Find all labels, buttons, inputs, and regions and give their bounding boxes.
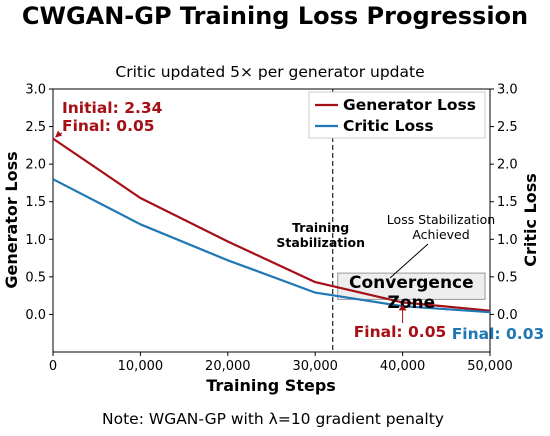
y-axis-label-right: Critic Loss bbox=[521, 173, 540, 267]
x-tick-label: 10,000 bbox=[118, 359, 164, 374]
arrow-initial-head bbox=[55, 130, 62, 138]
y-axis-label-left: Generator Loss bbox=[2, 151, 21, 288]
legend-box bbox=[308, 91, 486, 139]
y-tick-label-right: 1.0 bbox=[497, 233, 518, 248]
vline-label-line1: Training bbox=[292, 220, 349, 235]
y-tick-label-right: 2.5 bbox=[497, 120, 518, 135]
y-tick-label-right: 1.5 bbox=[497, 195, 518, 210]
annotation-stabilization-line2: Achieved bbox=[412, 227, 469, 242]
series-line-critic bbox=[52, 178, 491, 314]
y-tick-label-left: 0.0 bbox=[25, 308, 46, 323]
y-tick-label-left: 3.0 bbox=[25, 83, 46, 98]
convergence-label-line2: Zone bbox=[388, 293, 436, 313]
y-tick-label-right: 2.0 bbox=[497, 158, 518, 173]
y-tick-label-right: 3.0 bbox=[497, 83, 518, 98]
series-line-generator bbox=[52, 137, 491, 312]
y-tick-label-right: 0.5 bbox=[497, 270, 518, 285]
arrow-final-generator-head bbox=[398, 304, 407, 311]
convergence-label-line1: Convergence bbox=[349, 273, 474, 293]
annotation-final-generator: Final: 0.05 bbox=[354, 323, 447, 341]
annotation-stabilization-line1: Loss Stabilization bbox=[387, 212, 495, 227]
chart-title: CWGAN-GP Training Loss Progression bbox=[22, 2, 528, 30]
chart-subtitle: Critic updated 5× per generator update bbox=[115, 63, 424, 81]
series-lines bbox=[52, 137, 491, 314]
legend-label-generator: Generator Loss bbox=[343, 96, 476, 114]
x-tick-label: 0 bbox=[49, 359, 57, 374]
x-axis-label: Training Steps bbox=[206, 376, 336, 395]
convergence-zone bbox=[337, 272, 486, 300]
legend: Generator Loss Critic Loss bbox=[308, 91, 486, 139]
footnote: Note: WGAN-GP with λ=10 gradient penalty bbox=[102, 410, 444, 428]
legend-label-critic: Critic Loss bbox=[343, 117, 434, 135]
y-tick-label-left: 2.0 bbox=[25, 158, 46, 173]
x-tick-label: 30,000 bbox=[292, 359, 338, 374]
vline-label-line2: Stabilization bbox=[276, 235, 365, 250]
arrow-stabilization bbox=[389, 243, 429, 279]
y-tick-label-left: 2.5 bbox=[25, 120, 46, 135]
axis-ticks: 0 10,000 20,000 30,000 40,000 50,000 0.0 0.5 1.0… bbox=[25, 83, 517, 375]
y-tick-label-left: 1.0 bbox=[25, 233, 46, 248]
annotation-final-top: Final: 0.05 bbox=[62, 117, 155, 135]
annotation-initial: Initial: 2.34 bbox=[62, 99, 163, 117]
x-tick-label: 40,000 bbox=[380, 359, 426, 374]
convergence-zone-box bbox=[337, 272, 486, 300]
x-tick-label: 50,000 bbox=[467, 359, 513, 374]
y-tick-label-right: 0.0 bbox=[497, 308, 518, 323]
y-tick-label-left: 0.5 bbox=[25, 270, 46, 285]
x-tick-label: 20,000 bbox=[205, 359, 251, 374]
y-tick-label-left: 1.5 bbox=[25, 195, 46, 210]
plot-area bbox=[52, 88, 491, 353]
annotation-final-critic: Final: 0.03 bbox=[452, 325, 545, 343]
